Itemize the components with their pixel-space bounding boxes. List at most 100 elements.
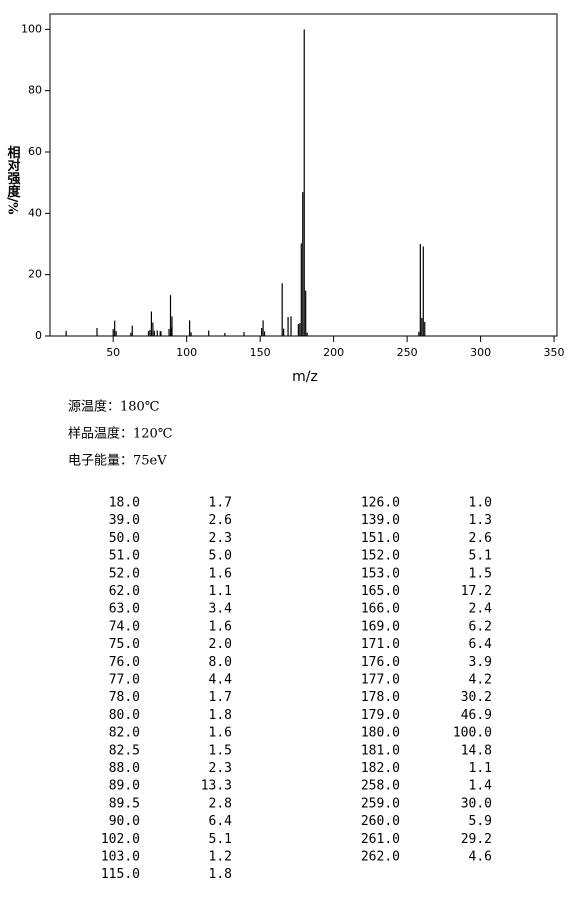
intensity-cell: 3.4 bbox=[209, 602, 233, 617]
mz-cell: 258.0 bbox=[361, 779, 400, 794]
intensity-cell: 4.2 bbox=[469, 673, 492, 688]
mz-cell: 260.0 bbox=[361, 814, 400, 829]
intensity-cell: 1.1 bbox=[209, 584, 232, 599]
intensity-cell: 46.9 bbox=[461, 708, 492, 723]
y-axis-label: 相对强度/% bbox=[5, 145, 21, 215]
mz-cell: 165.0 bbox=[361, 584, 400, 599]
mz-cell: 76.0 bbox=[109, 655, 140, 670]
intensity-cell: 5.9 bbox=[469, 814, 492, 829]
mz-cell: 51.0 bbox=[109, 549, 140, 564]
y-tick-label: 40 bbox=[28, 206, 42, 219]
y-tick-label: 80 bbox=[28, 84, 42, 97]
x-tick-label: 300 bbox=[470, 346, 491, 359]
mz-cell: 18.0 bbox=[109, 496, 140, 511]
intensity-cell: 100.0 bbox=[453, 726, 492, 741]
y-tick-label: 100 bbox=[21, 22, 42, 35]
intensity-cell: 1.0 bbox=[469, 496, 492, 511]
mz-cell: 139.0 bbox=[361, 513, 400, 528]
intensity-cell: 2.0 bbox=[209, 637, 232, 652]
intensity-cell: 6.4 bbox=[469, 637, 493, 652]
intensity-cell: 1.8 bbox=[209, 708, 232, 723]
intensity-cell: 13.3 bbox=[201, 779, 232, 794]
intensity-cell: 5.1 bbox=[209, 832, 232, 847]
intensity-cell: 2.4 bbox=[469, 602, 493, 617]
intensity-cell: 3.9 bbox=[469, 655, 492, 670]
intensity-cell: 1.2 bbox=[209, 850, 232, 865]
intensity-cell: 2.3 bbox=[209, 761, 232, 776]
condition: 源温度：180℃ bbox=[68, 399, 159, 415]
mz-cell: 90.0 bbox=[109, 814, 140, 829]
x-tick-label: 50 bbox=[106, 346, 120, 359]
mz-cell: 39.0 bbox=[109, 513, 140, 528]
intensity-cell: 1.8 bbox=[209, 867, 232, 882]
y-tick-label: 0 bbox=[35, 329, 42, 342]
x-tick-label: 350 bbox=[544, 346, 565, 359]
mz-cell: 171.0 bbox=[361, 637, 400, 652]
intensity-cell: 1.7 bbox=[209, 496, 232, 511]
intensity-cell: 1.3 bbox=[469, 513, 492, 528]
plot-frame bbox=[49, 13, 558, 337]
mz-cell: 126.0 bbox=[361, 496, 400, 511]
intensity-cell: 30.2 bbox=[461, 690, 492, 705]
mz-cell: 82.5 bbox=[109, 743, 140, 758]
mz-cell: 259.0 bbox=[361, 796, 400, 811]
x-axis-label: m/z bbox=[292, 369, 318, 385]
condition: 样品温度：120℃ bbox=[68, 426, 172, 442]
x-tick-label: 100 bbox=[176, 346, 197, 359]
mz-cell: 182.0 bbox=[361, 761, 400, 776]
mz-cell: 103.0 bbox=[101, 850, 140, 865]
intensity-cell: 1.4 bbox=[469, 779, 493, 794]
mz-cell: 102.0 bbox=[101, 832, 140, 847]
intensity-cell: 1.5 bbox=[209, 743, 232, 758]
mz-cell: 89.5 bbox=[109, 796, 140, 811]
mz-cell: 179.0 bbox=[361, 708, 400, 723]
intensity-cell: 1.6 bbox=[209, 619, 232, 634]
x-tick-label: 200 bbox=[323, 346, 344, 359]
intensity-cell: 1.7 bbox=[209, 690, 232, 705]
condition: 电子能量：75eV bbox=[68, 454, 167, 469]
mz-cell: 180.0 bbox=[361, 726, 400, 741]
mz-cell: 63.0 bbox=[109, 602, 140, 617]
intensity-cell: 1.6 bbox=[209, 726, 232, 741]
mz-cell: 115.0 bbox=[101, 867, 140, 882]
y-tick-label: 20 bbox=[28, 268, 42, 281]
mz-cell: 78.0 bbox=[109, 690, 140, 705]
intensity-cell: 4.6 bbox=[469, 850, 492, 865]
mz-cell: 75.0 bbox=[109, 637, 140, 652]
mz-cell: 176.0 bbox=[361, 655, 400, 670]
intensity-cell: 2.3 bbox=[209, 531, 232, 546]
mz-cell: 178.0 bbox=[361, 690, 400, 705]
mz-cell: 177.0 bbox=[361, 673, 400, 688]
mz-cell: 153.0 bbox=[361, 566, 400, 581]
mz-cell: 262.0 bbox=[361, 850, 400, 865]
intensity-cell: 4.4 bbox=[209, 673, 233, 688]
mz-cell: 166.0 bbox=[361, 602, 400, 617]
intensity-cell: 6.4 bbox=[209, 814, 233, 829]
mz-cell: 152.0 bbox=[361, 549, 400, 564]
intensity-cell: 6.2 bbox=[469, 619, 492, 634]
x-tick-label: 150 bbox=[250, 346, 271, 359]
mz-cell: 89.0 bbox=[109, 779, 140, 794]
intensity-cell: 1.6 bbox=[209, 566, 232, 581]
mz-cell: 82.0 bbox=[109, 726, 140, 741]
intensity-cell: 5.0 bbox=[209, 549, 232, 564]
intensity-cell: 17.2 bbox=[461, 584, 492, 599]
x-tick-label: 250 bbox=[397, 346, 418, 359]
intensity-cell: 29.2 bbox=[461, 832, 492, 847]
mz-cell: 88.0 bbox=[109, 761, 140, 776]
intensity-cell: 2.8 bbox=[209, 796, 232, 811]
mz-cell: 169.0 bbox=[361, 619, 400, 634]
intensity-cell: 2.6 bbox=[209, 513, 232, 528]
intensity-cell: 1.5 bbox=[469, 566, 492, 581]
mz-cell: 50.0 bbox=[109, 531, 140, 546]
intensity-cell: 1.1 bbox=[469, 761, 492, 776]
intensity-cell: 8.0 bbox=[209, 655, 232, 670]
intensity-cell: 5.1 bbox=[469, 549, 492, 564]
intensity-cell: 30.0 bbox=[461, 796, 492, 811]
mz-cell: 74.0 bbox=[109, 619, 140, 634]
y-tick-label: 60 bbox=[28, 145, 42, 158]
mz-cell: 261.0 bbox=[361, 832, 400, 847]
mz-cell: 181.0 bbox=[361, 743, 400, 758]
intensity-cell: 2.6 bbox=[469, 531, 492, 546]
